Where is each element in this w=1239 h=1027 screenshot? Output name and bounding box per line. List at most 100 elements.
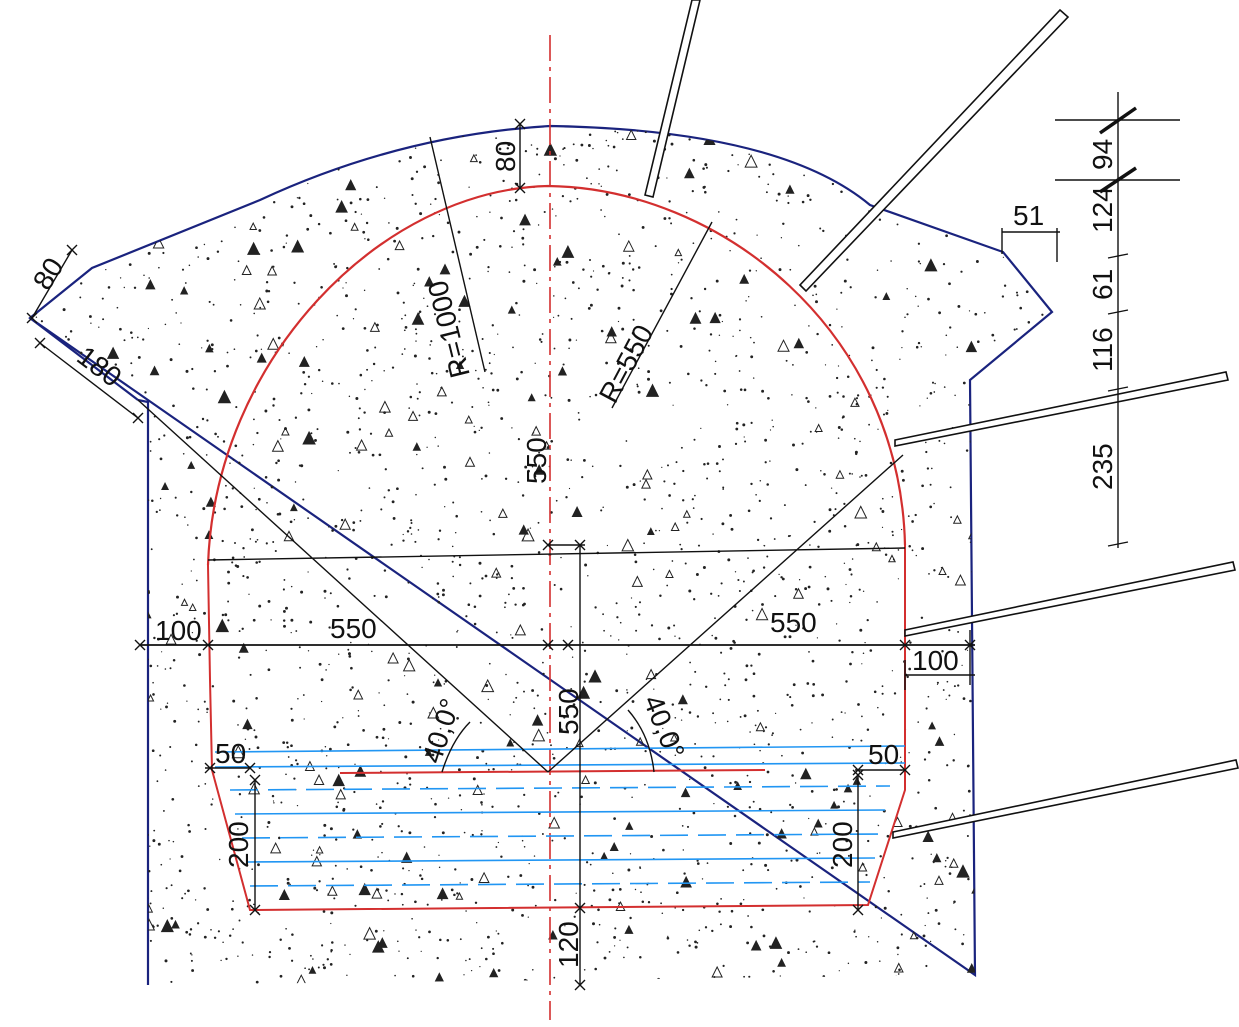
stipple-dot [553,295,555,297]
stipple-dot [594,606,597,609]
stipple-dot [638,601,642,604]
stipple-dot [35,307,37,309]
stipple-dot [969,699,972,703]
stipple-dot [791,394,793,396]
stipple-dot [760,315,763,318]
stipple-dot [855,544,858,547]
stipple-dot [500,216,503,220]
stipple-dot [889,461,893,465]
stipple-dot [241,941,244,944]
stipple-aggregate [187,460,196,469]
stipple-dot [307,182,309,185]
stipple-dot [598,168,601,170]
stipple-dot [1026,382,1029,385]
stipple-dot [589,395,591,398]
stipple-dot [864,474,868,477]
stipple-dot [293,518,296,521]
stipple-dot [152,693,155,696]
stipple-dot [729,646,733,650]
stipple-dot [329,231,332,235]
stipple-dot [675,891,679,895]
stipple-dot [830,138,833,141]
stipple-aggregate [543,142,558,156]
stipple-dot [210,193,212,196]
stipple-dot [613,945,616,947]
stipple-dot [393,239,397,243]
stipple-dot [98,708,102,711]
stipple-dot [455,646,458,648]
stipple-dot [713,802,715,805]
stipple-dot [122,966,125,970]
stipple-dot [837,426,841,429]
stipple-dot [476,215,478,218]
stipple-dot [917,260,921,263]
stipple-dot [488,404,490,406]
stipple-dot [764,863,768,867]
stipple-dot [692,242,695,245]
label-depth-left: 200 [223,821,254,868]
stipple-dot [658,529,661,532]
stipple-aggregate [371,940,385,953]
stipple-dot [430,798,433,800]
stipple-dot [136,821,139,825]
stipple-dot [900,933,903,936]
stipple-dot [1018,961,1022,965]
stipple-dot [667,935,669,938]
dimension-tick [852,904,864,916]
stipple-dot [1043,824,1046,826]
stipple-dot [917,341,921,345]
stipple-aggregate [1051,744,1052,755]
stipple-dot [90,554,93,558]
stipple-dot [391,366,395,369]
stipple-aggregate [580,774,591,784]
stipple-dot [771,734,773,736]
stipple-dot [349,688,352,692]
stipple-dot [181,268,185,271]
stipple-dot [49,914,53,918]
stipple-dot [97,237,100,240]
stipple-aggregate [800,767,812,780]
stipple-dot [602,613,604,616]
stipple-dot [364,238,366,240]
stipple-dot [927,695,930,698]
stipple-dot [605,361,608,365]
stipple-dot [1041,264,1044,268]
stipple-dot [171,298,174,301]
stipple-dot [70,921,73,924]
stipple-dot [849,662,852,666]
stipple-dot [929,940,932,943]
stipple-dot [962,934,965,936]
stipple-dot [210,803,213,806]
stipple-dot [217,146,221,150]
stipple-dot [401,317,403,320]
stipple-dot [35,316,38,318]
stipple-dot [1017,855,1021,859]
stipple-dot [144,869,147,873]
stipple-dot [298,196,301,200]
stipple-dot [631,268,635,271]
stipple-dot [510,769,513,771]
stipple-dot [414,202,417,205]
intrados-walls [207,545,906,912]
stipple-dot [69,330,73,333]
stipple-dot [682,469,685,473]
stipple-dot [981,386,985,389]
stipple-dot [764,461,767,464]
stipple-dot [1034,844,1038,847]
stipple-dot [427,410,431,414]
stipple-dot [282,609,286,613]
stipple-dot [334,864,337,867]
stipple-dot [255,561,258,564]
stipple-dot [943,386,946,388]
stipple-dot [512,701,515,703]
stipple-aggregate [755,607,769,621]
stipple-dot [481,830,483,832]
stipple-dot [396,782,399,785]
stipple-dot [322,963,325,966]
stipple-dot [461,355,464,358]
stipple-dot [251,868,254,871]
stipple-dot [416,383,418,385]
stipple-dot [754,724,757,727]
stipple-dot [368,487,371,489]
stipple-dot [984,148,988,152]
